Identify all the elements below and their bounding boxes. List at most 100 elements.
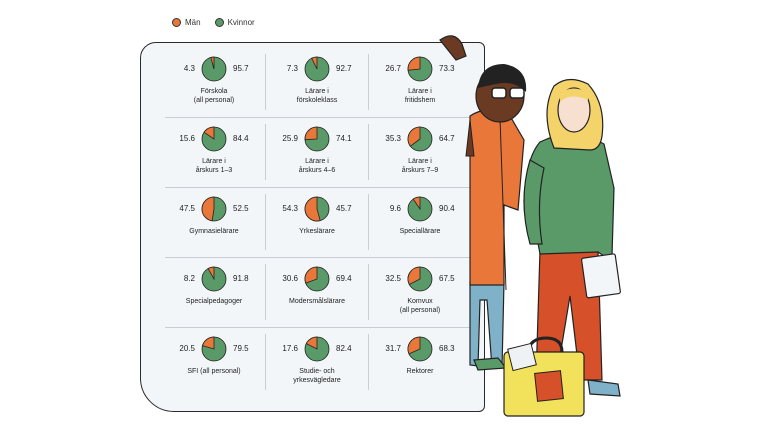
pie-cell: 47.5 52.5 Gymnasielärare [165,190,263,256]
grid-row-divider [165,257,474,258]
value-label-women: 69.4 [336,274,352,283]
pie-slice-men [407,56,421,71]
pie-chart [407,196,433,222]
legend-swatch-women [214,18,224,27]
pie-cell: 17.6 82.4 Studie- och yrkesvägledare [268,330,366,396]
value-label-men: 17.6 [282,344,298,353]
pie-slice-men [311,56,318,70]
grid-col-divider [368,264,369,320]
grid-col-divider [368,124,369,180]
grid-row-divider [165,187,474,188]
grid-col-divider [265,194,266,250]
pie-slice-men [201,196,215,222]
pie-cell: 54.3 45.7 Yrkeslärare [268,190,366,256]
value-label-men: 8.2 [183,274,195,283]
woman-figure [523,78,621,397]
value-label-men: 26.7 [385,64,401,73]
pie-cell: 9.6 90.4 Speciallärare [371,190,469,256]
pie-cell: 15.6 84.4 Lärare i årskurs 1–3 [165,120,263,186]
legend-label-women: Kvinnor [227,18,255,27]
legend-swatch-men [172,18,181,27]
value-label-women: 82.4 [336,344,352,353]
value-label-men: 35.3 [385,134,401,143]
pie-cell: 26.7 73.3 Lärare i fritidshem [371,50,469,116]
man-figure [439,35,527,371]
pie-slice-men [304,196,321,222]
pie-slice-men [407,336,421,355]
grid-row-divider [165,327,474,328]
pie-cell: 25.9 74.1 Lärare i årskurs 4–6 [268,120,366,186]
value-label-men: 20.5 [179,344,195,353]
value-label-women: 45.7 [336,204,352,213]
category-label: Komvux (all personal) [399,298,441,314]
pie-cell: 30.6 69.4 Modersmålslärare [268,260,366,326]
legend: Män Kvinnor [172,18,255,27]
category-label: Yrkeslärare [299,228,335,235]
category-label: Lärare i årskurs 1–3 [195,158,233,174]
value-label-women: 79.5 [233,344,249,353]
pie-chart [201,126,227,152]
grid-col-divider [265,264,266,320]
legend-item-men: Män [172,18,201,27]
value-label-men: 47.5 [179,204,195,213]
pie-cell: 4.3 95.7 Förskola (all personal) [165,50,263,116]
pie-cell: 7.3 92.7 Lärare i förskoleklass [268,50,366,116]
pie-chart [304,196,330,222]
pie-slice-men [201,336,215,350]
pie-slice-men [304,266,318,284]
pie-chart [201,266,227,292]
value-label-men: 31.7 [385,344,401,353]
category-label: Modersmålslärare [288,298,346,305]
category-label: Lärare i årskurs 4–6 [298,158,336,174]
value-label-women: 73.3 [439,64,455,73]
pie-cell: 35.3 64.7 Lärare i årskurs 7–9 [371,120,469,186]
grid-col-divider [368,54,369,110]
value-label-women: 95.7 [233,64,249,73]
pie-slice-men [207,266,215,281]
pie-slice-men [203,126,215,140]
category-label: Specialpedagoger [185,298,243,305]
value-label-women: 92.7 [336,64,352,73]
value-label-men: 4.3 [183,64,195,73]
pie-chart [201,56,227,82]
bag [503,336,585,417]
pie-slice-men [304,126,318,141]
value-label-men: 15.6 [179,134,195,143]
pie-cell: 31.7 68.3 Rektorer [371,330,469,396]
pie-slice-men [412,196,421,211]
value-label-men: 30.6 [282,274,298,283]
value-label-men: 9.6 [389,204,401,213]
pie-cell: 8.2 91.8 Specialpedagoger [165,260,263,326]
value-label-men: 54.3 [282,204,298,213]
pie-cell: 20.5 79.5 SFI (all personal) [165,330,263,396]
pie-grid: 4.3 95.7 Förskola (all personal) 7.3 92.7 Lär… [165,50,474,396]
pie-chart [201,196,227,222]
pie-chart [304,336,330,362]
value-label-men: 7.3 [286,64,298,73]
category-label: Förskola (all personal) [193,88,235,104]
legend-label-men: Män [185,18,201,27]
value-label-men: 32.5 [385,274,401,283]
value-label-women: 84.4 [233,134,249,143]
grid-col-divider [368,194,369,250]
pie-slice-men [407,266,421,285]
value-label-women: 74.1 [336,134,352,143]
pie-chart [304,56,330,82]
category-label: SFI (all personal) [187,368,241,375]
category-label: Gymnasielärare [189,228,239,235]
category-label: Speciallärare [399,228,441,235]
grid-col-divider [265,124,266,180]
grid-col-divider [265,334,266,390]
pie-chart [201,336,227,362]
value-label-women: 67.5 [439,274,455,283]
value-label-men: 25.9 [282,134,298,143]
pie-cell: 32.5 67.5 Komvux (all personal) [371,260,469,326]
value-label-women: 90.4 [439,204,455,213]
value-label-women: 91.8 [233,274,249,283]
legend-item-women: Kvinnor [214,18,255,27]
pie-chart [407,266,433,292]
pie-chart [304,266,330,292]
pie-chart [407,336,433,362]
pie-slice-men [407,126,421,147]
